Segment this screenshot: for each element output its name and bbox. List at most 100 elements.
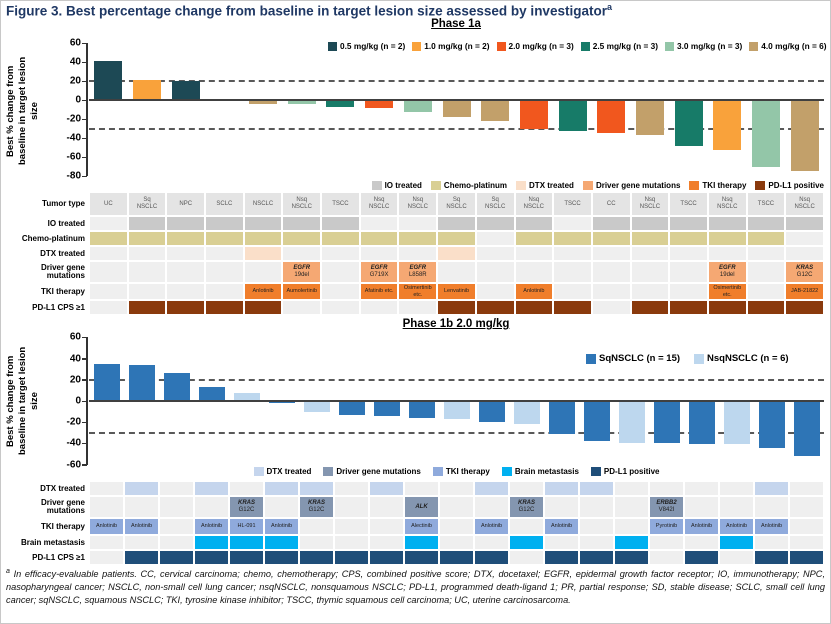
phase-1b-grid-cell-tki-2: Anlotinib [125,519,158,534]
phase-1a-grid-row-label-dtx: DTX treated [40,248,85,258]
tumor-type-text: Sq NSCLC [136,197,158,210]
phase-1b-reference-line-20 [89,378,824,381]
phase-1a-grid-cell-driver-3 [167,262,205,282]
phase-1a-attribute-legend-label: TKI therapy [702,181,747,190]
phase-1a-grid-cell-dtx-1 [90,247,127,260]
legend-swatch [501,467,512,476]
phase-1a-grid-cell-pdl1-7 [322,301,359,314]
phase-1a-grid-cell-driver-9: EGFR L858R [399,262,437,282]
legend-swatch [412,41,422,51]
legend-swatch [253,467,264,476]
phase-1a-attribute-legend-item: DTX treated [516,181,574,190]
phase-1a-legend-item: 0.5 mg/kg (n = 2) [328,41,405,51]
legend-swatch [430,181,441,190]
phase-1a-grid-cell-chemo-10 [438,232,475,245]
phase-1a-grid-cell-driver-16 [670,262,707,282]
phase-1b-grid-cell-dtx-7 [300,482,333,495]
phase-1b-bar-patient-6 [268,401,295,404]
phase-1b-y-axis-line [86,337,88,465]
phase-1b-y-tick-label: 0 [75,395,81,407]
phase-1b-grid-cell-dtx-15 [580,482,613,495]
phase-1a-grid-cell-chemo-9 [399,232,437,245]
tumor-type-text: Sq NSCLC [446,197,467,210]
phase-1b-grid-row-label-driver: Driver gene mutations [40,498,85,515]
phase-1a-grid-cell-chemo-17 [708,232,746,245]
phase-1a-grid-cell-pdl1-11 [476,301,514,314]
phase-1b-grid-cell-brain-2 [125,536,158,549]
phase-1b-grid-cell-dtx-5 [230,482,263,495]
phase-1a-grid-cell-chemo-3 [167,232,205,245]
phase-1b-grid-cell-brain-12 [475,536,508,549]
phase-1a-grid-cell-driver-7 [322,262,359,282]
figure-title-superscript: a [606,2,612,12]
phase-1a-legend-item: 2.5 mg/kg (n = 3) [580,41,658,51]
phase-1a-grid-cell-dtx-8 [360,247,398,260]
legend-swatch [516,181,527,190]
phase-1a-bar-patient-9 [403,100,432,113]
phase-1a-grid-cell-dtx-10 [438,247,475,260]
tki-cell-text: Osimertinib etc. [403,285,432,298]
phase-1a-grid-cell-tumor-11: Sq NSCLC [476,193,514,215]
phase-1b-grid-cell-tki-5: HL-091 [230,519,263,534]
phase-1b-y-axis-label: Best % change from baseline in target le… [5,346,40,456]
phase-1a-grid-cell-tki-7 [322,284,359,299]
tki-cell-text: JAB-21822 [791,288,819,295]
phase-1a-grid-cell-pdl1-1 [90,301,127,314]
driver-cell-text: EGFR G719X [369,265,389,278]
phase-1a-bar-patient-10 [442,100,471,118]
phase-1b-bar-patient-18 [688,401,715,445]
phase-1a-grid-cell-io-14 [592,217,630,230]
phase-1a-grid-cell-driver-12 [515,262,553,282]
tumor-type-text: Nsq NSCLC [407,197,428,210]
phase-1b-grid-cell-tki-3 [160,519,193,534]
tki-cell-text: Anlotinib [725,523,748,530]
tki-cell-text: Anlotinib [95,523,118,530]
phase-1b-y-tick-label: 40 [69,353,81,365]
driver-cell-text: EGFR L858R [408,265,427,278]
phase-1a-grid-cell-tki-19: JAB-21822 [786,284,823,299]
tumor-type-text: Nsq NSCLC [639,197,661,210]
tki-cell-text: Aumolertinib [286,288,318,295]
phase-1b-grid-cell-pdl1-18 [685,551,718,564]
phase-1a-grid-cell-pdl1-14 [592,301,630,314]
phase-1b-grid-cell-driver-9 [370,497,403,517]
phase-1b-bar-patient-13 [513,401,540,425]
phase-1b-grid-cell-pdl1-19 [720,551,753,564]
phase-1b-bar-patient-1 [93,363,120,401]
phase-1a-legend-label: 1.0 mg/kg (n = 2) [424,41,490,51]
phase-1a-grid-cell-io-19 [786,217,823,230]
phase-1a-dose-legend: 0.5 mg/kg (n = 2) 1.0 mg/kg (n = 2) 2.0 mg… [328,41,827,51]
phase-1a-grid-cell-io-5 [244,217,282,230]
tki-cell-text: Anlotinib [760,523,783,530]
phase-1a-grid-cell-tumor-10: Sq NSCLC [438,193,475,215]
phase-1a-grid-cell-driver-19: KRAS G12C [786,262,823,282]
phase-1a-attribute-legend-item: PD-L1 positive [755,181,824,190]
phase-1b-grid-cell-tki-9 [370,519,403,534]
phase-1a-grid-cell-io-12 [515,217,553,230]
phase-1b-legend-item: SqNSCLC (n = 15) [586,353,680,364]
phase-1b-bar-patient-11 [443,401,470,420]
phase-1a-grid-cell-tki-17: Osimertinib etc. [708,284,746,299]
phase-1a-grid-cell-tki-8: Afatinib etc. [360,284,398,299]
phase-1b-grid-cell-tki-11 [440,519,473,534]
phase-1b-grid-cell-driver-7: KRAS G12C [300,497,333,517]
driver-cell-text: EGFR 19del [718,265,736,278]
phase-1a-attribute-legend: IO treated Chemo-platinum DTX treated Drive… [89,181,824,190]
phase-1b-grid-cell-brain-13 [510,536,543,549]
phase-1a-grid-cell-tki-5: Anlotinib [244,284,282,299]
phase-1b-grid-cell-dtx-17 [650,482,683,495]
phase-1a-grid-row-label-tki: TKI therapy [40,286,85,296]
phase-1a-y-tick-label: 40 [69,56,81,68]
phase-1a-bar-patient-18 [751,100,780,168]
phase-1a-grid-cell-tumor-8: Nsq NSCLC [360,193,398,215]
phase-1b-grid-cell-pdl1-6 [265,551,298,564]
phase-1b-bar-patient-12 [478,401,505,423]
phase-1b-grid-cell-dtx-8 [335,482,368,495]
phase-1a-grid-cell-io-2 [128,217,166,230]
phase-1b-grid-cell-brain-21 [790,536,823,549]
phase-1a-grid-cell-driver-10 [438,262,475,282]
tki-cell-text: Anlotinib [200,523,223,530]
phase-1b-bar-patient-5 [233,392,260,401]
phase-1a-legend-item: 1.0 mg/kg (n = 2) [412,41,490,51]
